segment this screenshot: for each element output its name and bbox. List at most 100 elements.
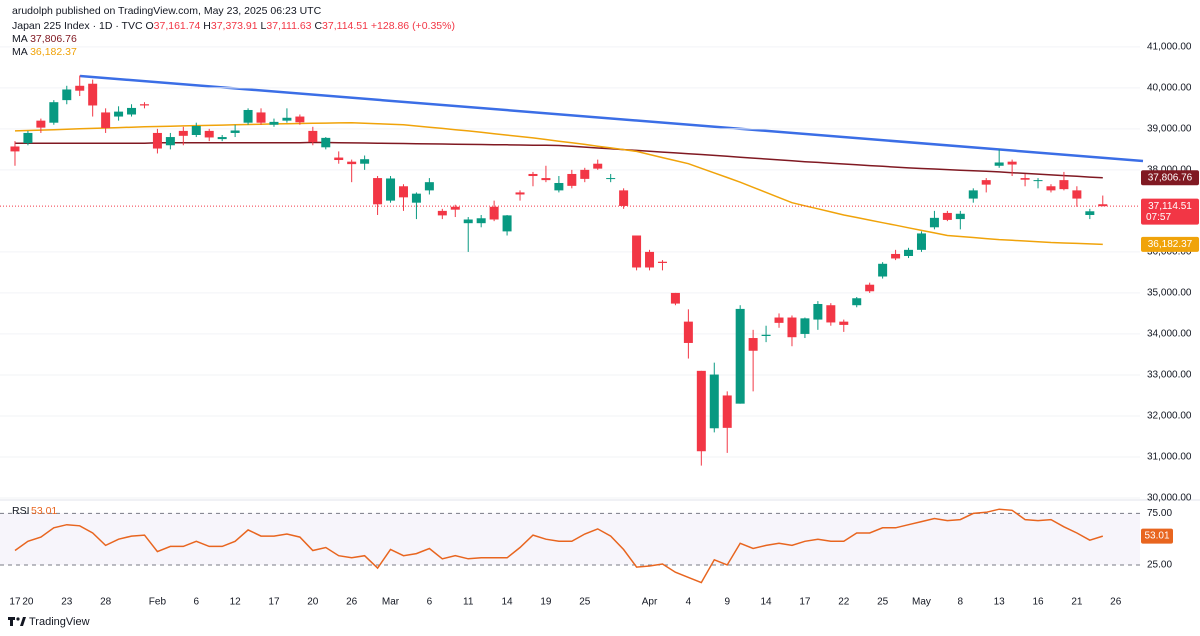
rsi-name: RSI	[12, 505, 30, 517]
candle-body	[204, 130, 214, 138]
candle-body	[1059, 180, 1069, 190]
candle-body	[308, 130, 318, 142]
x-tick-label: 14	[502, 597, 514, 608]
candle-body	[929, 217, 939, 228]
candle-body	[165, 137, 175, 146]
candle-body	[955, 213, 965, 220]
x-tick-label: 23	[61, 597, 73, 608]
price-tag-label: 37,114.51	[1148, 201, 1192, 212]
y-tick-label: 31,000.00	[1147, 452, 1192, 463]
candle-body	[463, 219, 473, 224]
candle-body	[62, 89, 72, 101]
ohlc-value: 37,161.74	[153, 20, 201, 32]
candle-body	[761, 334, 771, 336]
candle-body	[1085, 211, 1095, 215]
candle-body	[852, 298, 862, 306]
candle-body	[800, 318, 810, 334]
rsi-band	[0, 513, 1140, 566]
candle-body	[683, 321, 693, 343]
x-tick-label: 12	[230, 597, 242, 608]
candle-body	[839, 321, 849, 325]
candle-body	[10, 146, 20, 152]
candle-body	[657, 261, 667, 263]
x-tick-label: Mar	[382, 597, 400, 608]
candle-body	[411, 193, 421, 203]
x-tick-label: 14	[761, 597, 773, 608]
candle-body	[23, 132, 33, 144]
candle-body	[632, 235, 642, 268]
x-tick-label: 21	[1071, 597, 1083, 608]
x-tick-label: 17	[9, 597, 21, 608]
x-tick-label: Feb	[149, 597, 167, 608]
candle-body	[360, 159, 370, 164]
candle-body	[709, 374, 719, 429]
x-tick-label: 6	[193, 597, 199, 608]
change: +128.86	[370, 20, 410, 32]
price-tag	[1141, 170, 1199, 186]
x-tick-label: 6	[427, 597, 433, 608]
candle-body	[101, 112, 111, 129]
candle-body	[230, 130, 240, 133]
change-pct: (+0.35%)	[412, 20, 455, 32]
ohlc-value: 37,373.91	[210, 20, 258, 32]
candle-body	[670, 292, 680, 304]
rsi-level-label: 75.00	[1147, 508, 1172, 519]
ohlc-prefix: O	[145, 20, 154, 32]
candle-body	[528, 173, 538, 177]
candle-body	[178, 130, 188, 136]
candle-body	[619, 190, 629, 206]
candle-body	[127, 107, 137, 115]
x-tick-label: Apr	[642, 597, 658, 608]
ma-value: 37,806.76	[30, 33, 77, 45]
x-tick-label: 25	[877, 597, 889, 608]
candle-body	[256, 112, 266, 123]
candle-body	[645, 251, 655, 268]
ohlc-value: 37,111.63	[266, 20, 312, 32]
x-tick-label: 9	[724, 597, 730, 608]
candle-body	[1033, 180, 1043, 182]
ohlc-prefix: C	[314, 20, 323, 32]
header: arudolph published on TradingView.com, M…	[12, 5, 455, 59]
candle-body	[386, 178, 396, 201]
candle-body	[606, 178, 616, 180]
ohlc-value: 37,114.51	[322, 20, 368, 32]
x-tick-label: 13	[994, 597, 1006, 608]
candle-body	[75, 85, 85, 91]
moving-average	[15, 141, 1103, 179]
candle-body	[942, 212, 952, 220]
candle-body	[878, 263, 888, 277]
symbol-line: Japan 225 Index · 1D · TVC O37,161.74 H3…	[12, 20, 455, 33]
candle-body	[1046, 186, 1056, 191]
candle-body	[981, 180, 991, 185]
y-tick-label: 32,000.00	[1147, 411, 1192, 422]
candle-body	[735, 308, 745, 404]
x-tick-label: 26	[1110, 597, 1122, 608]
candle-body	[515, 192, 525, 195]
candle-body	[36, 120, 46, 128]
candle-body	[450, 206, 460, 210]
y-tick-label: 34,000.00	[1147, 329, 1192, 340]
candle-body	[826, 305, 836, 323]
x-tick-label: 22	[838, 597, 850, 608]
price-tag-label: 36,182.37	[1148, 239, 1193, 250]
x-tick-label: 19	[540, 597, 552, 608]
candle-body	[891, 253, 901, 259]
candle-body	[774, 317, 784, 323]
logo-part	[16, 617, 20, 621]
rsi-tag	[1141, 528, 1173, 544]
candle-body	[191, 125, 201, 135]
ma-name: MA	[12, 33, 28, 45]
x-tick-label: 11	[463, 597, 474, 608]
candle-body	[49, 102, 59, 123]
candle-body	[1020, 178, 1030, 180]
ma-value: 36,182.37	[30, 46, 77, 58]
candle-body	[813, 303, 823, 320]
x-tick-label: 20	[307, 597, 319, 608]
ma-legend: MA 36,182.37	[12, 46, 455, 59]
y-tick-label: 30,000.00	[1147, 493, 1192, 504]
rsi-line	[14, 508, 1104, 584]
candle-body	[217, 137, 227, 140]
footer-brand: TradingView	[29, 616, 90, 628]
candle-body	[398, 186, 408, 198]
